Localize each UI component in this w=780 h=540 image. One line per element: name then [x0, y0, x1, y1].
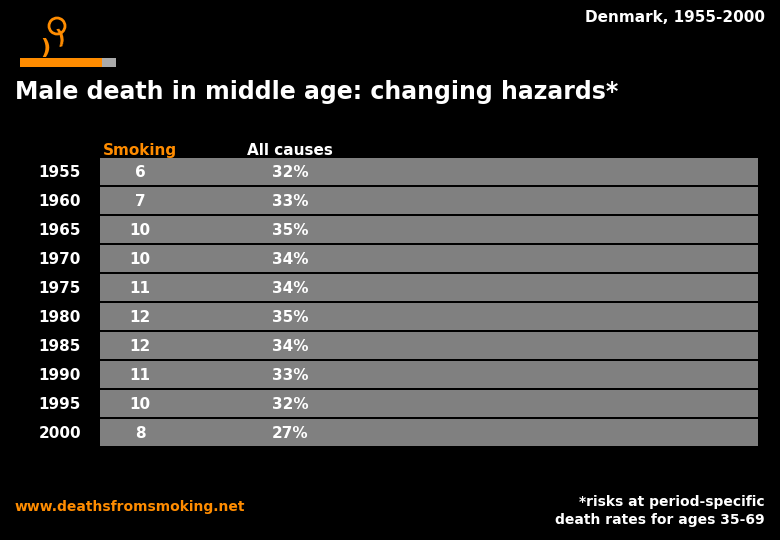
Text: All causes: All causes — [247, 143, 333, 158]
Bar — [100, 361, 758, 388]
Bar — [100, 187, 758, 214]
Text: Smoking: Smoking — [103, 143, 177, 158]
Text: 1985: 1985 — [39, 339, 81, 354]
Bar — [100, 303, 758, 330]
Text: 7: 7 — [135, 194, 145, 209]
Text: 35%: 35% — [271, 310, 308, 325]
Text: 12: 12 — [129, 310, 151, 325]
Text: 1965: 1965 — [39, 223, 81, 238]
Text: 33%: 33% — [271, 194, 308, 209]
Text: 1975: 1975 — [39, 281, 81, 296]
Bar — [100, 216, 758, 243]
Text: 32%: 32% — [271, 397, 308, 412]
Text: 34%: 34% — [271, 281, 308, 296]
Text: 6: 6 — [135, 165, 145, 180]
Text: ): ) — [40, 38, 50, 58]
Text: 1980: 1980 — [39, 310, 81, 325]
Bar — [100, 245, 758, 272]
Bar — [100, 390, 758, 417]
Bar — [20, 58, 102, 67]
Text: 35%: 35% — [271, 223, 308, 238]
Text: 11: 11 — [129, 368, 151, 383]
Text: 1990: 1990 — [39, 368, 81, 383]
Text: 1970: 1970 — [39, 252, 81, 267]
Bar — [100, 158, 758, 185]
Text: www.deathsfromsmoking.net: www.deathsfromsmoking.net — [15, 500, 246, 514]
Text: Denmark, 1955-2000: Denmark, 1955-2000 — [585, 10, 765, 25]
Text: 2000: 2000 — [39, 426, 81, 441]
Text: 10: 10 — [129, 397, 151, 412]
Text: Male death in middle age: changing hazards*: Male death in middle age: changing hazar… — [15, 80, 619, 104]
Bar — [100, 419, 758, 446]
Bar — [102, 58, 116, 67]
Text: 8: 8 — [135, 426, 145, 441]
Text: 27%: 27% — [271, 426, 308, 441]
Text: 10: 10 — [129, 252, 151, 267]
Bar — [100, 332, 758, 359]
Text: ): ) — [54, 28, 66, 48]
Text: 1960: 1960 — [39, 194, 81, 209]
Text: 32%: 32% — [271, 165, 308, 180]
Text: 10: 10 — [129, 223, 151, 238]
Text: 12: 12 — [129, 339, 151, 354]
Text: 1995: 1995 — [39, 397, 81, 412]
Text: 34%: 34% — [271, 252, 308, 267]
Text: 33%: 33% — [271, 368, 308, 383]
Text: 11: 11 — [129, 281, 151, 296]
Text: 34%: 34% — [271, 339, 308, 354]
Text: *risks at period-specific
death rates for ages 35-69: *risks at period-specific death rates fo… — [555, 495, 765, 528]
Text: 1955: 1955 — [39, 165, 81, 180]
Bar — [100, 274, 758, 301]
